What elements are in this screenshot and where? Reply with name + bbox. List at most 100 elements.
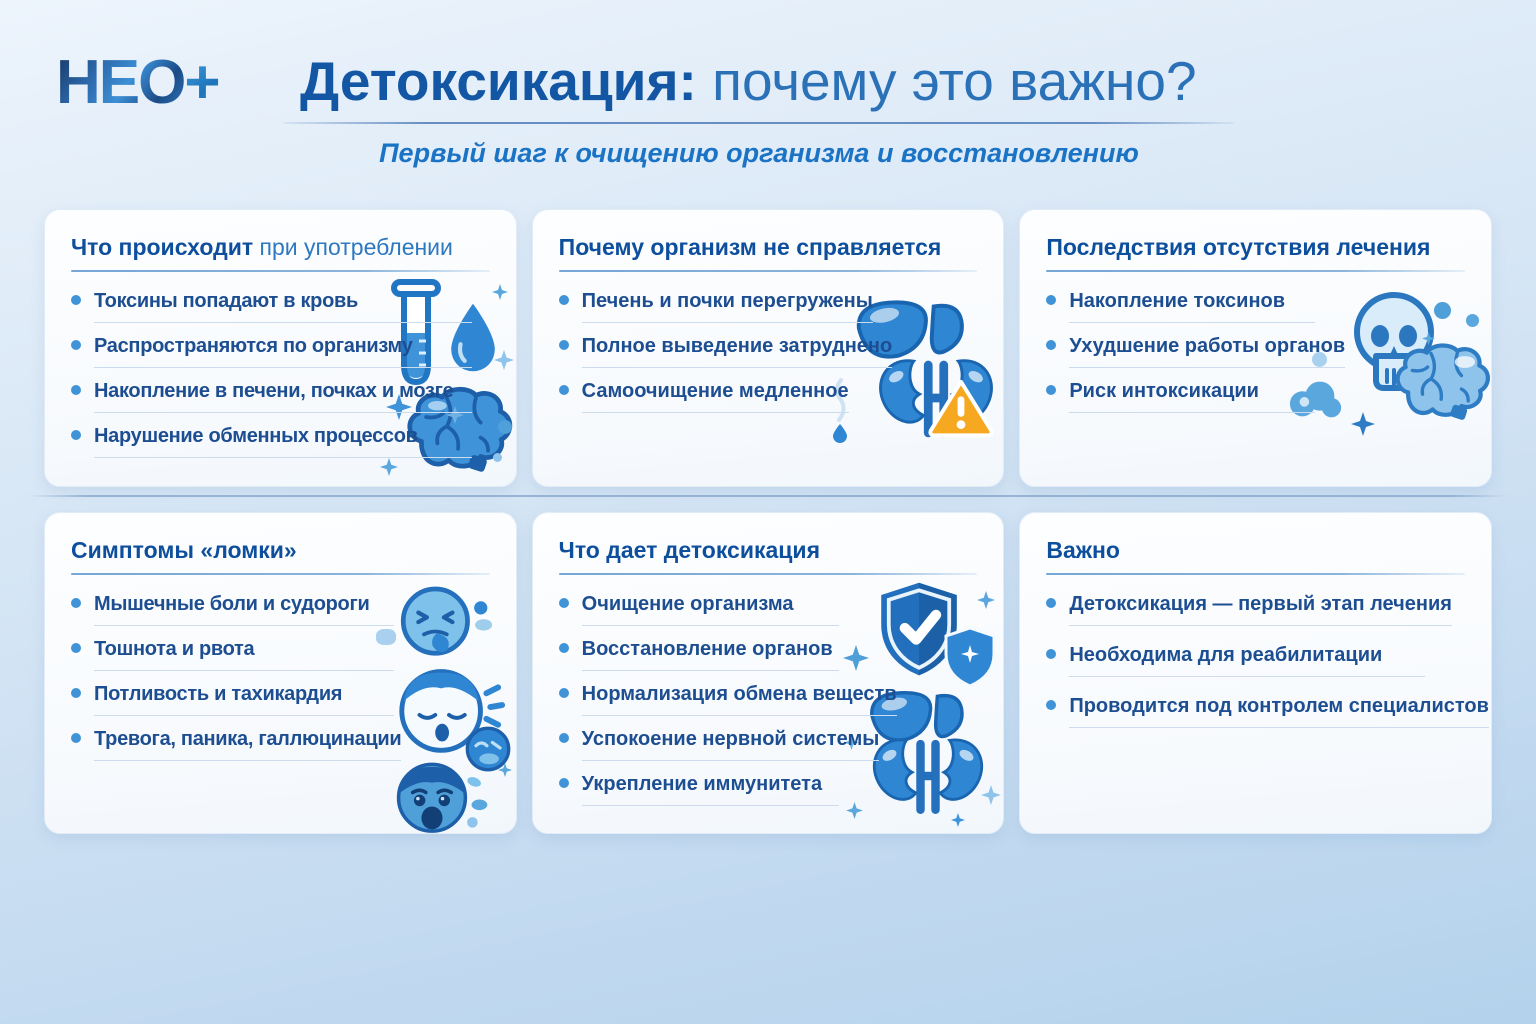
liver-icon [857,300,965,359]
item-label: Токсины попадают в кровь [94,288,472,323]
list-item: Тревога, паника, галлюцинации [71,726,402,761]
dot-accent [492,453,502,462]
card-title: Что дает детоксикация [559,535,978,565]
liver-icon [870,691,965,742]
warning-icon [928,379,994,438]
cards-row-bottom: Симптомы «ломки» Мышечные боли и судорог… [44,512,1492,834]
item-label: Самоочищение медленное [581,378,849,413]
list-item: Нормализация обмена веществ [558,681,897,716]
card-title: Что происходит при употреблении [71,232,490,262]
list-item: Очищение организма [558,591,840,626]
bullet-list: Детоксикация — первый этап лечения Необх… [1046,591,1489,728]
item-label: Нарушение обменных процессов [94,423,472,458]
card-title-rule [71,573,490,575]
item-label: Потливость и тахикардия [94,681,394,716]
cards-grid: Что происходит при употреблении Токсины … [28,209,1508,834]
card-title-bold: Симптомы «ломки» [71,537,297,563]
card-title-bold: Важно [1046,537,1120,563]
item-label: Проводится под контролем специалистов [1069,693,1489,728]
sparkle-icon [951,813,966,827]
bullet-list: Печень и почки перегружены Полное выведе… [558,288,978,413]
bullet-dot [1046,700,1057,710]
brand-logo-neo: НЕО [56,48,186,117]
panic-face-icon [396,762,488,833]
page-title-bold: Детоксикация: [300,50,697,112]
bullet-dot [558,733,569,743]
item-label: Успокоение нервной системы [581,726,880,761]
list-item: Накопление в печени, почках и мозге [71,378,472,413]
card-why-body-fails: Почему организм не справляется Печень и … [531,209,1005,487]
card-title-rule [558,573,978,575]
bullet-dot [71,688,81,698]
list-item: Полное выведение затруднено [558,333,893,368]
bullet-dot [558,778,569,788]
bullet-dot [1046,598,1057,608]
sparkle-icon [846,802,864,819]
bullet-dot [71,430,81,440]
sweating-face-icon [398,669,505,753]
card-title-light: при употреблении [253,234,453,260]
small-shield-icon [944,626,996,688]
bullet-list: Очищение организма Восстановление органо… [558,591,978,806]
dot-accent [1465,314,1479,327]
rows-divider [28,495,1508,497]
card-important: Важно Детоксикация — первый этап лечения… [1019,512,1492,834]
card-title: Последствия отсутствия лечения [1046,232,1465,262]
item-label: Накопление в печени, почках и мозге [94,378,472,413]
dizzy-face-icon [465,726,511,772]
bullet-list: Токсины попадают в кровь Распространяютс… [71,288,490,458]
page-title-light: почему это важно? [696,50,1197,112]
sparkle-icon [491,284,508,300]
bullet-dot [1046,649,1057,659]
bullet-dot [71,643,81,653]
sparkle-icon [497,763,512,777]
item-label: Восстановление органов [581,636,840,671]
card-title-rule [558,270,978,272]
card-title: Почему организм не справляется [559,232,978,262]
list-item: Укрепление иммунитета [558,771,840,806]
cards-row-top: Что происходит при употреблении Токсины … [44,209,1492,487]
sparkle-icon [493,350,514,370]
brand-logo: НЕО+ [56,48,221,118]
bullet-dot [558,295,569,305]
list-item: Потливость и тахикардия [71,681,394,716]
bullet-dot [558,385,569,395]
item-label: Нормализация обмена веществ [581,681,897,716]
item-label: Ухудшение работы органов [1069,333,1346,368]
list-item: Распространяются по организму [71,333,472,368]
dot-accent [1433,302,1451,319]
card-title-bold: Что происходит [71,234,254,260]
list-item: Самоочищение медленное [558,378,849,413]
card-consequences: Последствия отсутствия лечения Накоплени… [1019,209,1492,487]
list-item: Печень и почки перегружены [558,288,873,323]
item-label: Мышечные боли и судороги [94,591,394,626]
item-label: Очищение организма [581,591,840,626]
dot-accent [375,629,396,645]
brand-logo-plus-icon: + [184,48,220,117]
list-item: Накопление токсинов [1046,288,1315,323]
bullet-dot [1046,340,1057,350]
item-label: Риск интоксикации [1069,378,1315,413]
bullet-dot [558,643,569,653]
bullet-dot [71,385,81,395]
drip-icon [833,378,848,443]
card-what-happens: Что происходит при употреблении Токсины … [44,209,517,487]
card-title-bold: Что дает детоксикация [558,537,820,563]
sparkle-icon [844,735,860,750]
card-title: Симптомы «ломки» [71,535,490,565]
bullet-list: Мышечные боли и судороги Тошнота и рвота… [71,591,490,761]
bullet-dot [558,598,569,608]
nauseated-face-icon [400,586,492,656]
item-label: Накопление токсинов [1069,288,1315,323]
brain-icon [1395,343,1490,420]
water-drop-icon [450,303,495,372]
dot-accent [497,420,512,434]
header: НЕО+ Детоксикация: почему это важно? Пер… [0,0,1536,200]
list-item: Тошнота и рвота [71,636,394,671]
bullet-list: Накопление токсинов Ухудшение работы орг… [1046,288,1465,413]
sparkle-icon [1350,412,1375,436]
item-label: Тревога, паника, галлюцинации [94,726,402,761]
list-item: Необходима для реабилитации [1046,642,1425,677]
bullet-dot [558,688,569,698]
